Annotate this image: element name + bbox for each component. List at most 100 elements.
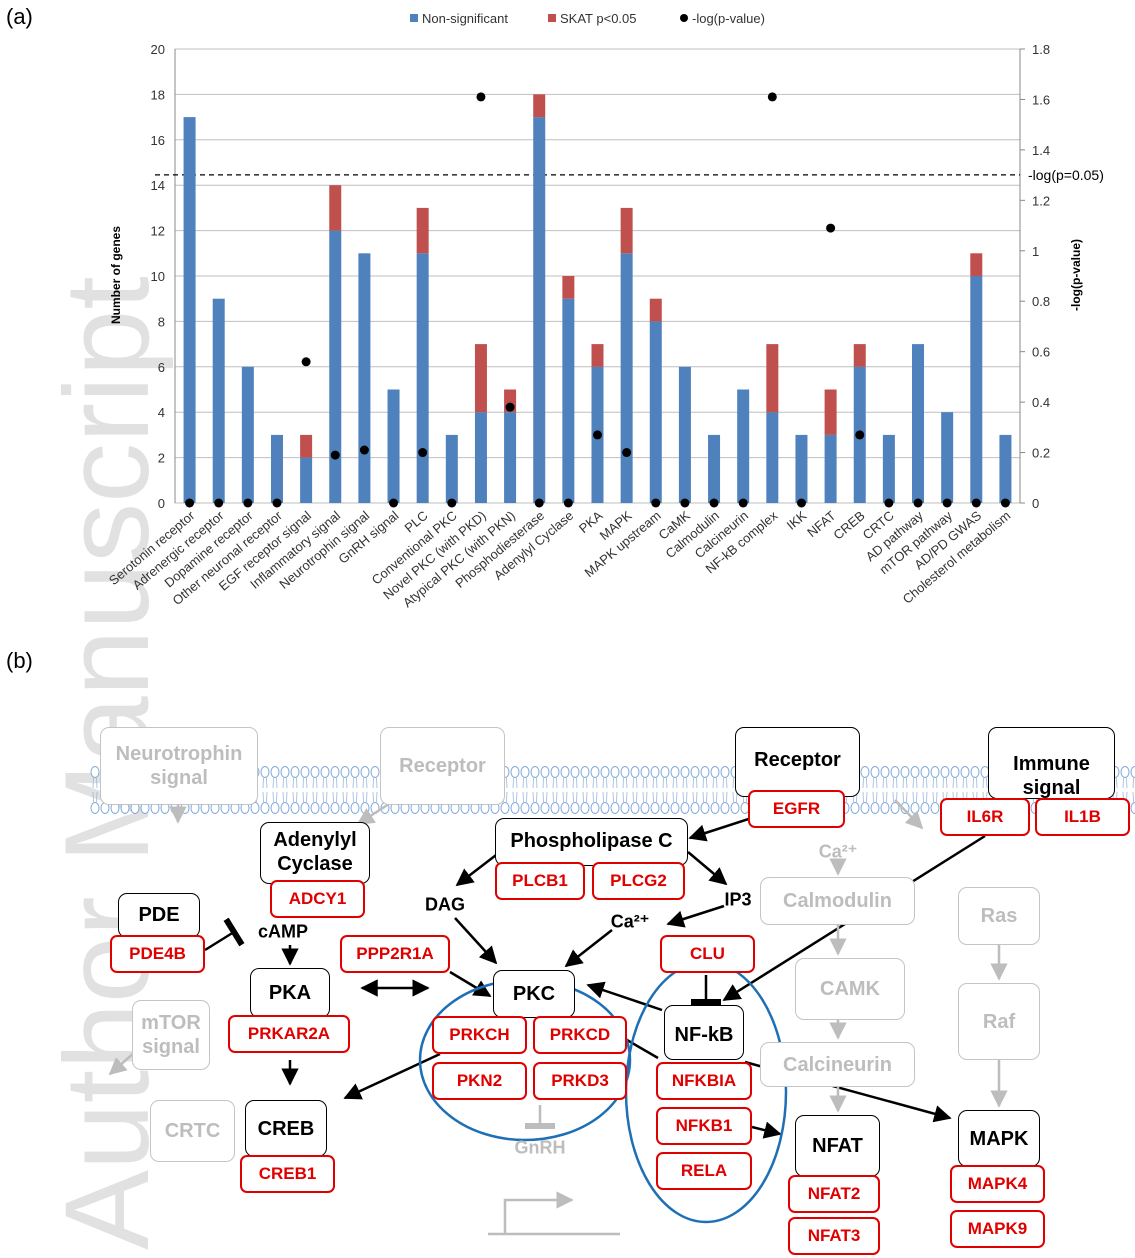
bar-segment xyxy=(300,457,313,503)
point xyxy=(534,498,544,508)
bar-segment xyxy=(941,412,954,503)
bar-segment xyxy=(970,253,983,276)
pathway-node: Calcineurin xyxy=(760,1042,915,1087)
pathway-node: NFAT xyxy=(795,1115,880,1177)
point xyxy=(476,92,486,102)
point xyxy=(330,450,340,460)
bar-segment xyxy=(474,412,487,503)
point xyxy=(301,357,311,367)
pathway-node: Phospholipase C xyxy=(495,818,688,866)
point xyxy=(913,498,923,508)
bar-segment xyxy=(504,412,517,503)
point xyxy=(767,92,777,102)
gene-box: PRKAR2A xyxy=(228,1015,350,1053)
pathway-node: mTOR signal xyxy=(132,1000,210,1070)
point xyxy=(651,498,661,508)
bar-segment xyxy=(649,298,662,322)
pathway-node: PKA xyxy=(250,968,330,1018)
gene-box: MAPK9 xyxy=(950,1210,1045,1248)
molecule-label: Ca²⁺ xyxy=(610,911,650,932)
point xyxy=(884,498,894,508)
gene-box: PLCG2 xyxy=(592,862,685,900)
bar-segment xyxy=(533,117,546,503)
y-tick-label: 18 xyxy=(151,87,165,102)
gene-box: IL6R xyxy=(940,798,1030,836)
bar-segment xyxy=(999,434,1012,503)
bar-segment xyxy=(212,298,225,503)
gene-box: ADCY1 xyxy=(270,880,365,918)
y2-tick-label: 0.6 xyxy=(1032,345,1050,360)
point xyxy=(1000,498,1010,508)
point xyxy=(593,430,602,440)
y-axis-title: Number of genes xyxy=(109,226,123,324)
molecule-label: Ca²⁺ xyxy=(818,841,858,862)
point xyxy=(942,498,952,508)
bar-segment xyxy=(562,276,575,299)
panel-label: (a) xyxy=(6,4,33,29)
bar-segment xyxy=(824,389,837,435)
gene-box: PRKCD xyxy=(533,1016,627,1054)
bar-segment xyxy=(970,276,983,503)
y-tick-label: 20 xyxy=(151,42,165,57)
point xyxy=(680,498,690,508)
pathway-node: MAPK xyxy=(958,1110,1040,1167)
y2-tick-label: 1.6 xyxy=(1032,92,1050,107)
threshold-label: -log(p=0.05) xyxy=(1028,167,1104,183)
pathway-node: Receptor xyxy=(380,727,505,805)
bar-segment xyxy=(300,434,313,458)
y2-tick-label: 1.2 xyxy=(1032,193,1050,208)
bar-segment xyxy=(329,185,342,231)
molecule-label: GnRH xyxy=(514,1137,566,1158)
gene-box: NFAT3 xyxy=(788,1217,880,1255)
pathway-node: CRTC xyxy=(150,1100,235,1162)
bar-segment xyxy=(678,366,691,503)
gene-box: PDE4B xyxy=(110,935,205,973)
gene-box: IL1B xyxy=(1035,798,1130,836)
bar-segment xyxy=(241,366,254,503)
y2-tick-label: 0 xyxy=(1032,496,1039,511)
point xyxy=(447,498,457,508)
y2-tick-label: 1 xyxy=(1032,244,1039,259)
pathway-node: NF-kB xyxy=(664,1005,744,1060)
gene-box: CLU xyxy=(660,935,755,973)
point xyxy=(622,448,632,458)
bar-segment xyxy=(853,344,866,367)
point xyxy=(185,498,195,508)
pathway-node: CAMK xyxy=(795,958,905,1020)
bar-segment xyxy=(912,344,925,503)
y2-tick-label: 1.4 xyxy=(1032,143,1050,158)
molecule-label: IP3 xyxy=(724,889,752,910)
gene-box: PLCB1 xyxy=(495,862,585,900)
bar-segment xyxy=(416,207,429,254)
legend-marker xyxy=(680,14,688,22)
bar-segment xyxy=(649,321,662,503)
point xyxy=(971,498,981,508)
point xyxy=(855,430,865,440)
point xyxy=(738,498,748,508)
point xyxy=(389,498,399,508)
y-tick-label: 10 xyxy=(151,269,165,284)
point xyxy=(243,498,253,508)
y2-tick-label: 0.2 xyxy=(1032,446,1050,461)
point xyxy=(418,448,428,458)
y-tick-label: 14 xyxy=(151,178,165,193)
gene-box: NFKBIA xyxy=(656,1062,752,1100)
bar-segment xyxy=(183,117,196,503)
y2-axis-title: -log(p-value) xyxy=(1069,239,1083,311)
bar-segment xyxy=(795,434,808,503)
y-tick-label: 16 xyxy=(151,133,165,148)
legend-label: Non-significant xyxy=(422,11,508,26)
bar-segment xyxy=(766,344,779,413)
pathway-node: Ras xyxy=(958,887,1040,945)
pathway-node: Receptor xyxy=(735,727,860,797)
panel-label: (b) xyxy=(6,648,33,673)
bar-segment xyxy=(533,94,546,118)
bar-segment xyxy=(270,434,283,503)
molecule-label: cAMP xyxy=(257,921,309,942)
gene-box: RELA xyxy=(656,1152,752,1190)
bar-segment xyxy=(882,434,895,503)
bar-segment xyxy=(387,389,400,503)
point xyxy=(709,498,719,508)
pathway-node: Adenylyl Cyclase xyxy=(260,822,370,884)
